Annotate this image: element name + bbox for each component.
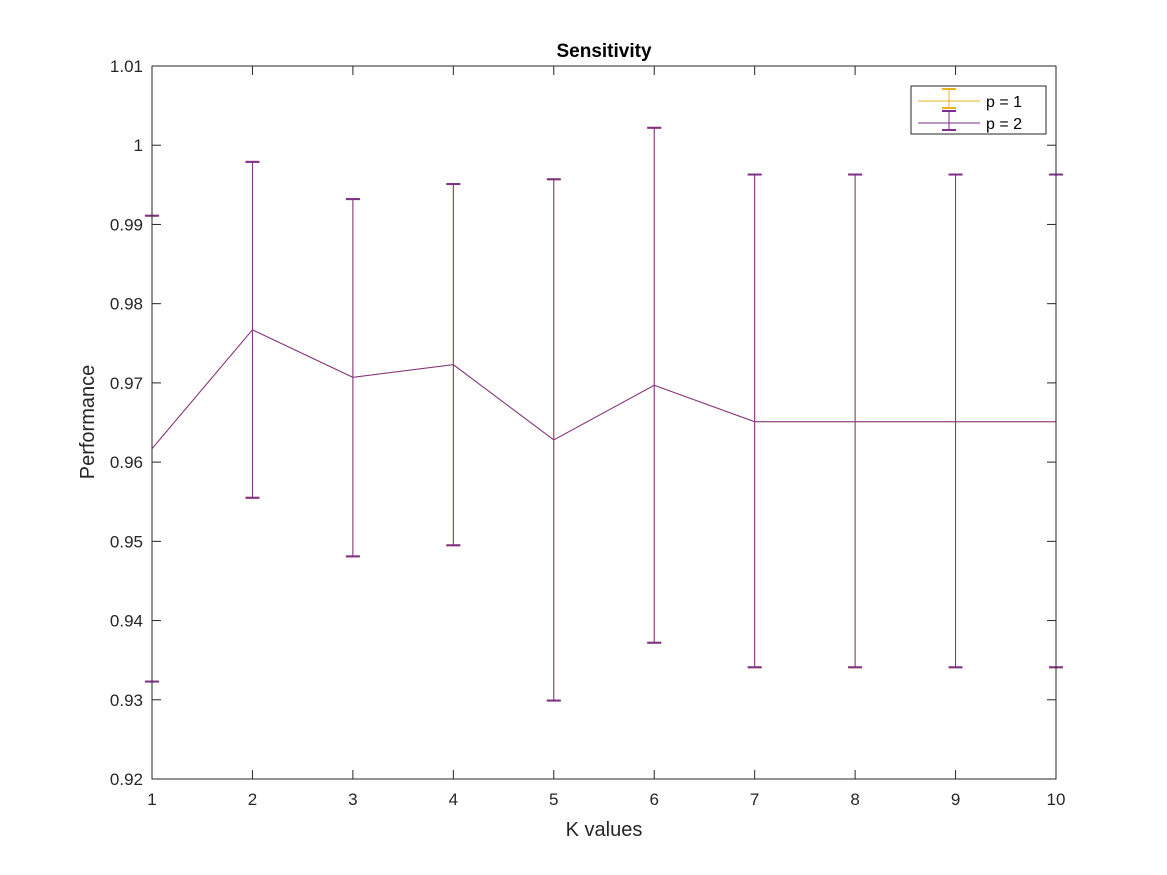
error-bar xyxy=(446,183,461,547)
error-bar xyxy=(345,198,360,558)
x-tick-label: 10 xyxy=(1047,790,1066,809)
legend-entry-1: p = 1 xyxy=(918,88,1022,111)
error-bar xyxy=(948,173,963,669)
x-tick-label: 7 xyxy=(750,790,759,809)
y-axis-label: Performance xyxy=(77,365,99,480)
error-bar xyxy=(747,173,762,669)
x-tick-label: 5 xyxy=(549,790,558,809)
legend-label: p = 2 xyxy=(986,116,1022,133)
error-bar xyxy=(647,126,662,644)
series-line xyxy=(151,329,1056,449)
y-tick-label: 0.99 xyxy=(110,215,143,234)
x-tick-label: 2 xyxy=(248,790,257,809)
x-tick-label: 3 xyxy=(348,790,357,809)
y-tick-label: 0.95 xyxy=(110,532,143,551)
plot-area xyxy=(152,66,1056,779)
y-tick-label: 1 xyxy=(134,136,143,155)
error-bar xyxy=(245,160,260,499)
legend: p = 1 p = 2 xyxy=(910,85,1047,135)
y-tick-label: 0.94 xyxy=(110,612,143,631)
error-bar xyxy=(848,173,863,669)
legend-items: p = 1 p = 2 xyxy=(918,88,1022,133)
y-tick-label: 0.97 xyxy=(110,374,143,393)
y-tick-label: 0.92 xyxy=(110,770,143,789)
x-tick-label: 1 xyxy=(147,790,156,809)
y-tick-label: 0.93 xyxy=(110,691,143,710)
axes-box xyxy=(151,65,1057,780)
chart-title: Sensitivity xyxy=(556,41,651,62)
legend-label: p = 1 xyxy=(986,94,1022,111)
y-tick-label: 0.98 xyxy=(110,295,143,314)
x-tick-label: 6 xyxy=(649,790,658,809)
y-tick-label: 0.96 xyxy=(110,453,143,472)
legend-entry-2: p = 2 xyxy=(918,110,1022,133)
x-tick-label: 8 xyxy=(850,790,859,809)
x-axis-label: K values xyxy=(566,819,643,841)
y-tick-label: 1.01 xyxy=(110,57,143,76)
x-tick-label: 9 xyxy=(951,790,960,809)
error-bar xyxy=(546,178,561,702)
tick-layer: 1 2 3 4 5 6 7 8 9 10 0.92 0.93 0.94 0.95 0.96 0.97 0.98 0… xyxy=(110,57,1066,809)
legend-box xyxy=(910,85,1047,135)
x-tick-label: 4 xyxy=(449,790,458,809)
